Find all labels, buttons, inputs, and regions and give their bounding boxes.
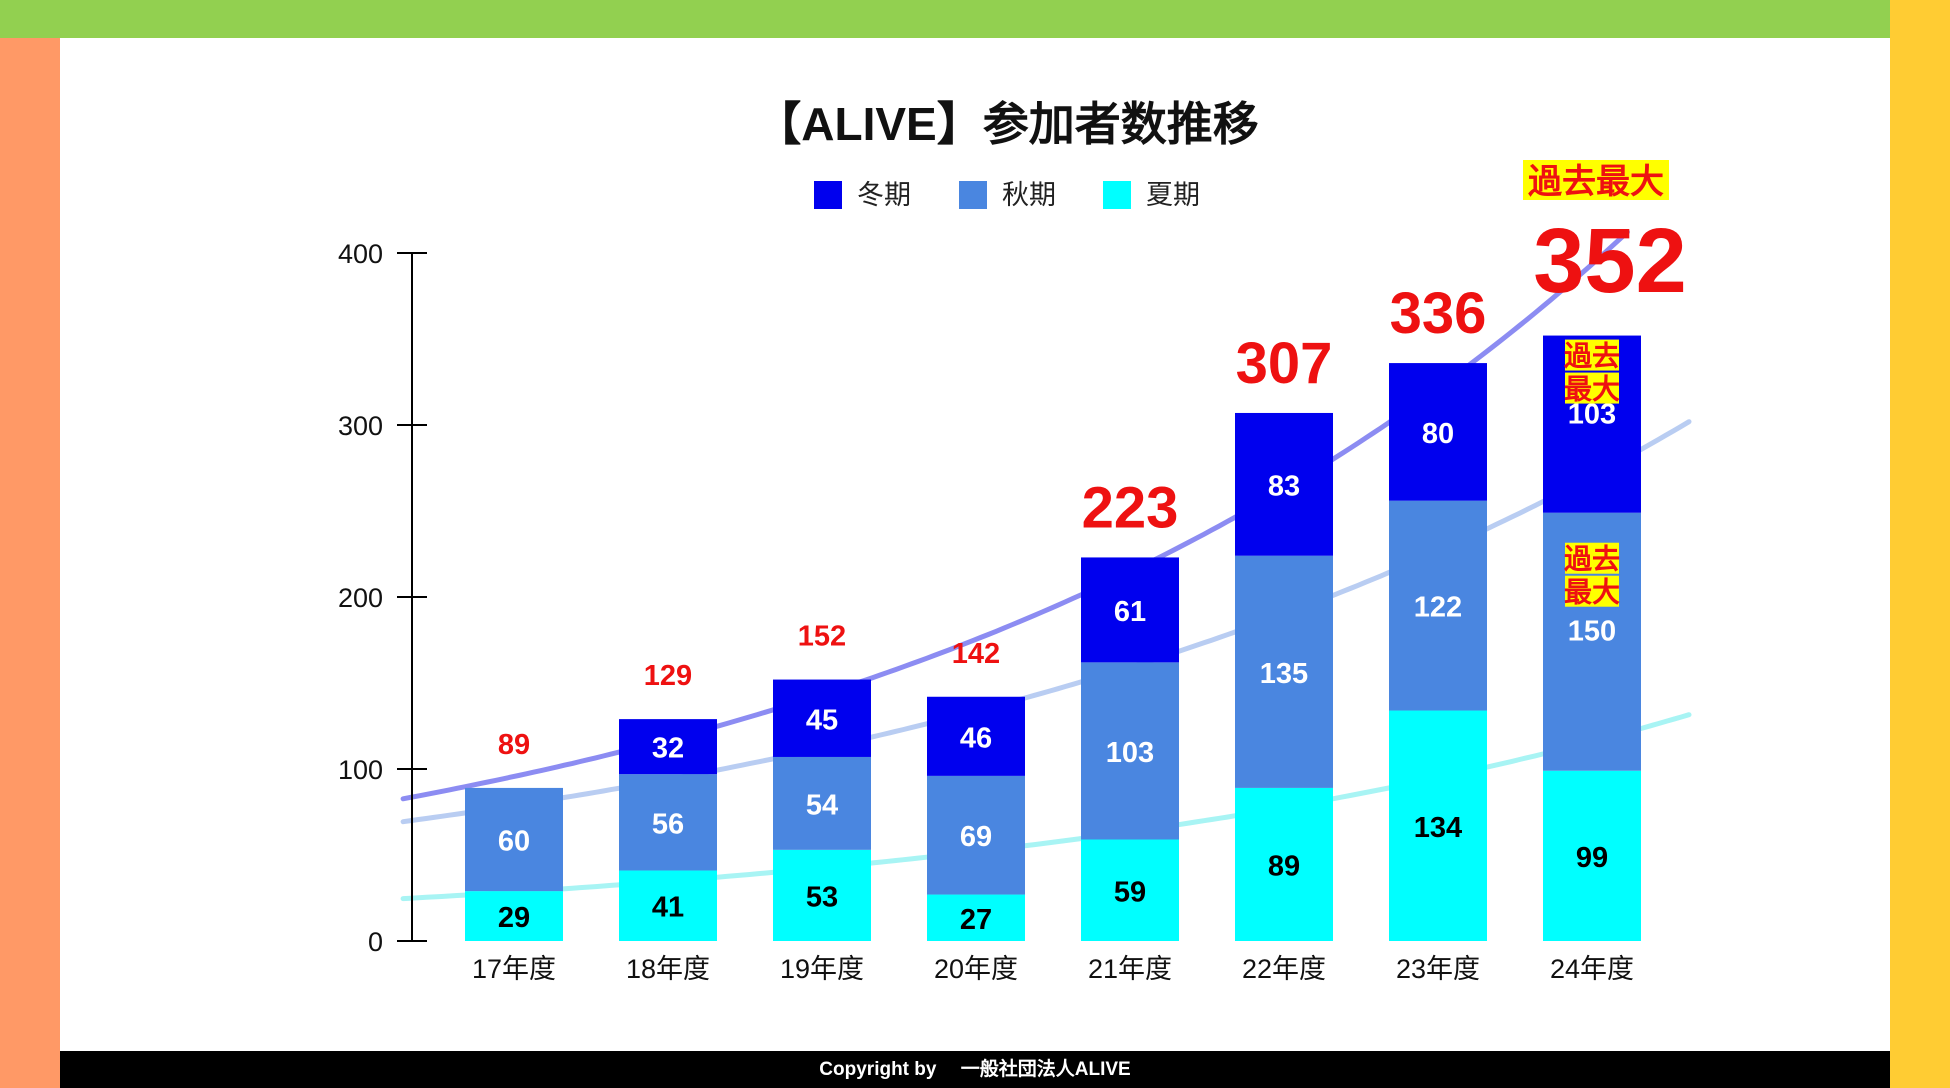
segment-value-label: 103 (1568, 399, 1616, 431)
record-badge: 過去 (1564, 544, 1620, 575)
segment-value-label: 56 (652, 808, 684, 840)
segment-value-label: 59 (1114, 876, 1146, 908)
segment-value-label: 46 (960, 722, 992, 754)
record-banner: 過去最大 (1528, 163, 1664, 201)
total-value-label: 142 (952, 638, 1000, 670)
trendlines (400, 229, 1692, 902)
x-category-label: 21年度 (1088, 954, 1172, 984)
legend-swatch (959, 181, 987, 209)
record-badge-bg (1565, 575, 1619, 607)
trendline (400, 419, 1692, 825)
x-category-label: 23年度 (1396, 954, 1480, 984)
record-badge-bg (1565, 339, 1619, 371)
y-tick-label: 100 (338, 755, 383, 785)
total-value-label: 129 (644, 660, 692, 692)
segment-value-label: 122 (1414, 592, 1462, 624)
y-tick-label: 0 (368, 927, 383, 957)
x-category-label: 18年度 (626, 954, 710, 984)
top-color-band (0, 0, 1950, 38)
segment-value-label: 61 (1114, 596, 1146, 628)
segment-value-label: 53 (806, 881, 838, 913)
bar-segment (1235, 412, 1333, 556)
y-tick-label: 400 (338, 239, 383, 269)
segment-value-label: 150 (1568, 616, 1616, 648)
x-category-label: 19年度 (780, 954, 864, 984)
chart-title: 【ALIVE】参加者数推移 (755, 98, 1258, 150)
total-value-label: 336 (1390, 281, 1487, 346)
bar-segment (773, 756, 871, 850)
y-axis: 0 100 200 300 400 (338, 239, 427, 957)
bar-segment (465, 787, 563, 892)
stacked-bar-chart: 【ALIVE】参加者数推移 冬期 秋期 夏期 0 100 200 300 400 29 60 1… (338, 98, 1692, 984)
legend-label: 夏期 (1146, 180, 1200, 210)
segment-value-label: 27 (960, 904, 992, 936)
bar-segment (1235, 555, 1333, 788)
total-value-label: 89 (498, 729, 530, 761)
segment-value-label: 135 (1260, 658, 1308, 690)
record-badge: 最大 (1564, 374, 1620, 405)
bar-segment (927, 696, 1025, 776)
segment-value-label: 103 (1106, 737, 1154, 769)
segment-value-label: 134 (1414, 812, 1462, 844)
x-category-label: 22年度 (1242, 954, 1326, 984)
bar-segment (1389, 363, 1487, 501)
x-category-label: 20年度 (934, 954, 1018, 984)
data-labels: 29 60 17年度 89 41 56 32 18年度 129 53 54 45 19年度 152 27 69… (472, 160, 1687, 984)
total-value-label: 223 (1082, 475, 1179, 540)
segment-value-label: 99 (1576, 842, 1608, 874)
bar-segment (1389, 710, 1487, 941)
segment-value-label: 32 (652, 733, 684, 765)
segment-value-label: 29 (498, 902, 530, 934)
legend-swatch (1103, 181, 1131, 209)
bar-segment (619, 774, 717, 871)
left-color-band (0, 38, 60, 1088)
segment-value-label: 69 (960, 821, 992, 853)
record-badge: 最大 (1564, 577, 1620, 608)
bar-segment (1081, 662, 1179, 840)
bar-segment (773, 679, 871, 757)
bar-segment (1543, 770, 1641, 941)
legend-swatch (814, 181, 842, 209)
segment-value-label: 89 (1268, 850, 1300, 882)
bars (465, 335, 1641, 941)
copyright-text: Copyright by 一般社団法人ALIVE (819, 1059, 1131, 1080)
bar-segment (927, 775, 1025, 895)
bar-segment (465, 891, 563, 941)
segment-value-label: 60 (498, 826, 530, 858)
bar-segment (927, 894, 1025, 941)
copyright-footer: Copyright by 一般社団法人ALIVE (60, 1051, 1890, 1088)
bar-segment (1081, 557, 1179, 663)
legend-label: 秋期 (1002, 180, 1056, 210)
chart-legend: 冬期 秋期 夏期 (814, 180, 1200, 210)
bar-segment (1081, 839, 1179, 941)
x-category-label: 17年度 (472, 954, 556, 984)
bar-segment (773, 849, 871, 941)
record-badge-bg (1565, 542, 1619, 574)
trendline (400, 712, 1692, 902)
y-tick-label: 200 (338, 583, 383, 613)
record-badge-bg (1565, 372, 1619, 404)
bar-segment (1235, 787, 1333, 941)
total-value-label: 352 (1533, 210, 1687, 312)
x-category-label: 24年度 (1550, 954, 1634, 984)
segment-value-label: 80 (1422, 418, 1454, 450)
bar-segment (1389, 500, 1487, 711)
right-color-band (1890, 0, 1950, 1088)
segment-value-label: 54 (806, 789, 838, 821)
y-tick-label: 300 (338, 411, 383, 441)
total-value-label: 152 (798, 621, 846, 653)
total-value-label: 307 (1236, 331, 1333, 396)
record-badge: 過去 (1564, 341, 1620, 372)
record-banner-bg (1523, 160, 1669, 200)
bar-segment (619, 870, 717, 941)
segment-value-label: 45 (806, 704, 838, 736)
segment-value-label: 41 (652, 892, 684, 924)
legend-label: 冬期 (857, 180, 911, 210)
segment-value-label: 83 (1268, 470, 1300, 502)
bar-segment (619, 719, 717, 775)
